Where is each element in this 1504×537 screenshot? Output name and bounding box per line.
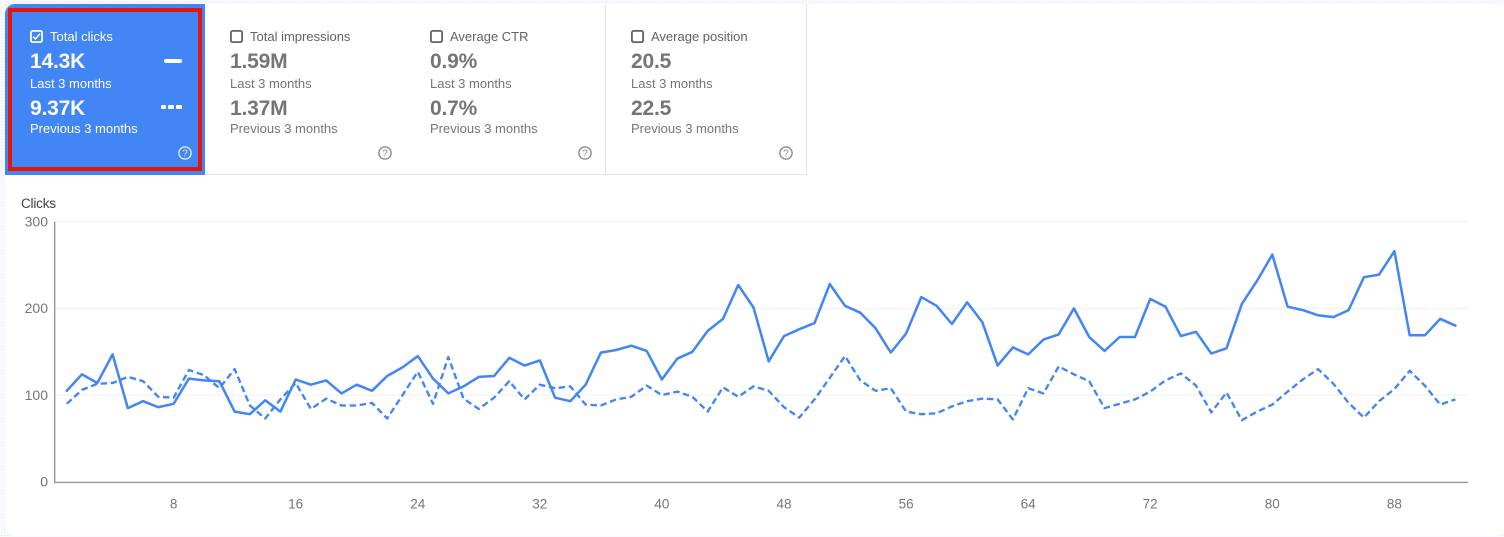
svg-text:?: ?: [582, 148, 588, 159]
svg-text:48: 48: [776, 497, 791, 512]
svg-text:8: 8: [170, 497, 178, 512]
svg-text:100: 100: [25, 387, 49, 403]
svg-text:64: 64: [1021, 497, 1037, 512]
svg-text:?: ?: [382, 148, 388, 159]
svg-text:16: 16: [288, 497, 303, 512]
svg-text:32: 32: [532, 497, 547, 512]
svg-text:0: 0: [40, 474, 48, 490]
svg-text:56: 56: [899, 497, 914, 512]
svg-text:?: ?: [182, 148, 188, 159]
svg-text:Clicks: Clicks: [21, 196, 56, 211]
svg-text:?: ?: [783, 148, 789, 159]
svg-text:88: 88: [1387, 497, 1402, 512]
svg-text:200: 200: [25, 300, 49, 316]
svg-text:300: 300: [25, 214, 49, 230]
svg-text:80: 80: [1265, 497, 1280, 512]
svg-text:40: 40: [654, 497, 669, 512]
svg-text:72: 72: [1143, 497, 1158, 512]
svg-text:24: 24: [410, 497, 426, 512]
